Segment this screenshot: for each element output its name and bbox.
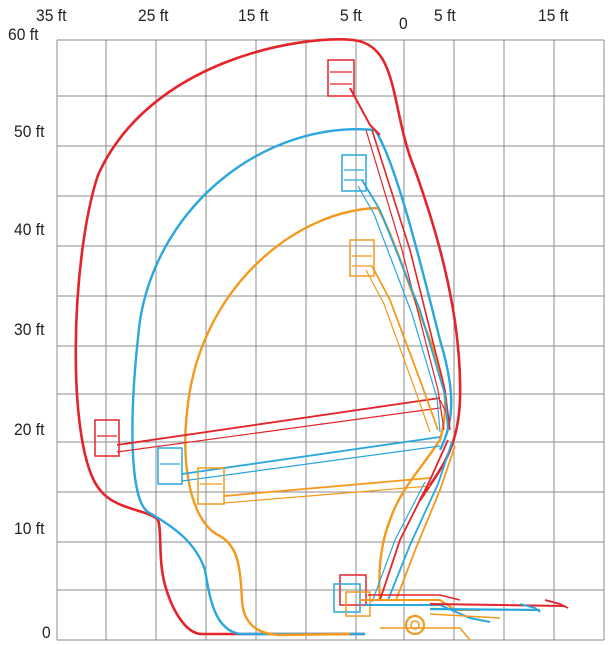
- platform-orange-side: [197, 467, 225, 505]
- wheel-hub: [410, 620, 420, 630]
- wheel: [404, 614, 426, 636]
- lower-boom-links: [371, 439, 456, 603]
- x-tick-label-25ft-left: 25 ft: [138, 6, 169, 25]
- x-tick-label-15ft-right: 15 ft: [538, 6, 569, 25]
- platform-blue-top: [341, 154, 367, 192]
- machine-chassis: [333, 574, 569, 641]
- platform-red-side: [94, 419, 120, 457]
- boom-red-vertical: [327, 59, 451, 431]
- y-tick-label-40ft: 40 ft: [14, 220, 45, 239]
- y-tick-label-50ft: 50 ft: [14, 122, 45, 141]
- x-tick-label-5ft-right: 5 ft: [434, 6, 456, 25]
- y-tick-label-20ft: 20 ft: [14, 420, 45, 439]
- x-tick-label-5ft-left: 5 ft: [340, 6, 362, 25]
- platform-blue-side: [157, 447, 183, 485]
- x-tick-label-35ft-left: 35 ft: [36, 6, 67, 25]
- boom-red-horizontal: [94, 397, 451, 457]
- y-tick-label-30ft: 30 ft: [14, 320, 45, 339]
- y-tick-label-10ft: 10 ft: [14, 519, 45, 538]
- boom-orange-horizontal: [197, 467, 431, 505]
- base-platform-red: [339, 574, 367, 606]
- platform-orange-top: [349, 239, 375, 277]
- base-platform-blue: [333, 583, 361, 613]
- grid-lines: [56, 39, 605, 641]
- y-tick-label-0: 0: [42, 623, 51, 642]
- boom-blue-vertical: [341, 154, 449, 433]
- boom-orange-vertical: [349, 239, 439, 433]
- y-tick-label-60ft: 60 ft: [8, 25, 39, 44]
- envelope-mid-reach: [131, 127, 453, 636]
- boom-blue-horizontal: [157, 436, 441, 485]
- x-tick-label-15ft-left: 15 ft: [238, 6, 269, 25]
- x-tick-label-zero: 0: [399, 14, 408, 33]
- platform-red-top: [327, 59, 355, 97]
- envelope-max-reach: [74, 38, 462, 636]
